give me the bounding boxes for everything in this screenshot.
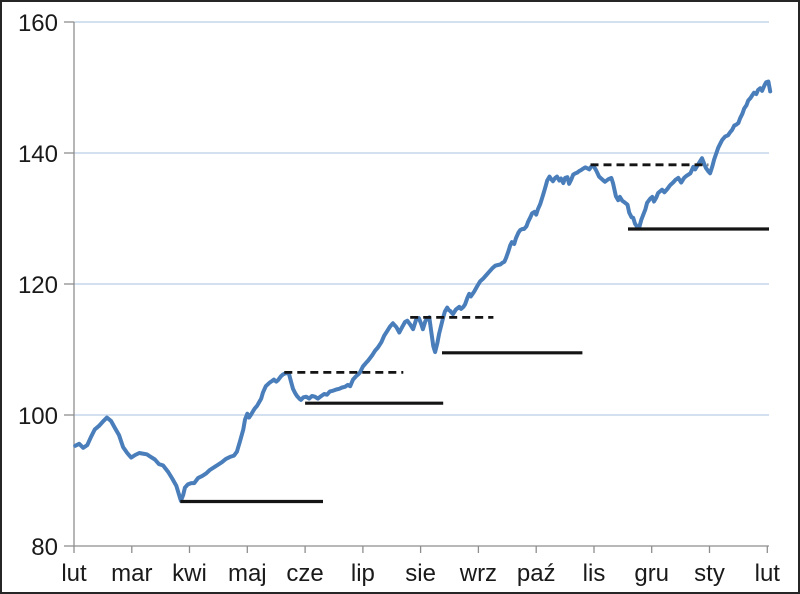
y-axis-label: 100 bbox=[18, 403, 58, 430]
x-axis-label: gru bbox=[634, 560, 669, 587]
y-axis-label: 80 bbox=[31, 534, 58, 561]
x-axis-label: lut bbox=[755, 560, 781, 587]
x-axis-label: sie bbox=[405, 560, 436, 587]
x-axis-label: cze bbox=[286, 560, 323, 587]
x-axis-label: maj bbox=[228, 560, 267, 587]
y-axis-label: 140 bbox=[18, 141, 58, 168]
x-axis-label: lut bbox=[61, 560, 87, 587]
x-axis-label: lip bbox=[351, 560, 375, 587]
x-axis-label: kwi bbox=[172, 560, 207, 587]
x-axis-label: lis bbox=[583, 560, 606, 587]
price-line bbox=[73, 79, 773, 503]
y-axis-label: 120 bbox=[18, 272, 58, 299]
x-axis-label: mar bbox=[111, 560, 152, 587]
x-axis-label: wrz bbox=[459, 560, 497, 587]
y-axis-label: 160 bbox=[18, 10, 58, 37]
x-axis-label: sty bbox=[694, 560, 725, 587]
x-axis-label: paź bbox=[517, 560, 556, 587]
